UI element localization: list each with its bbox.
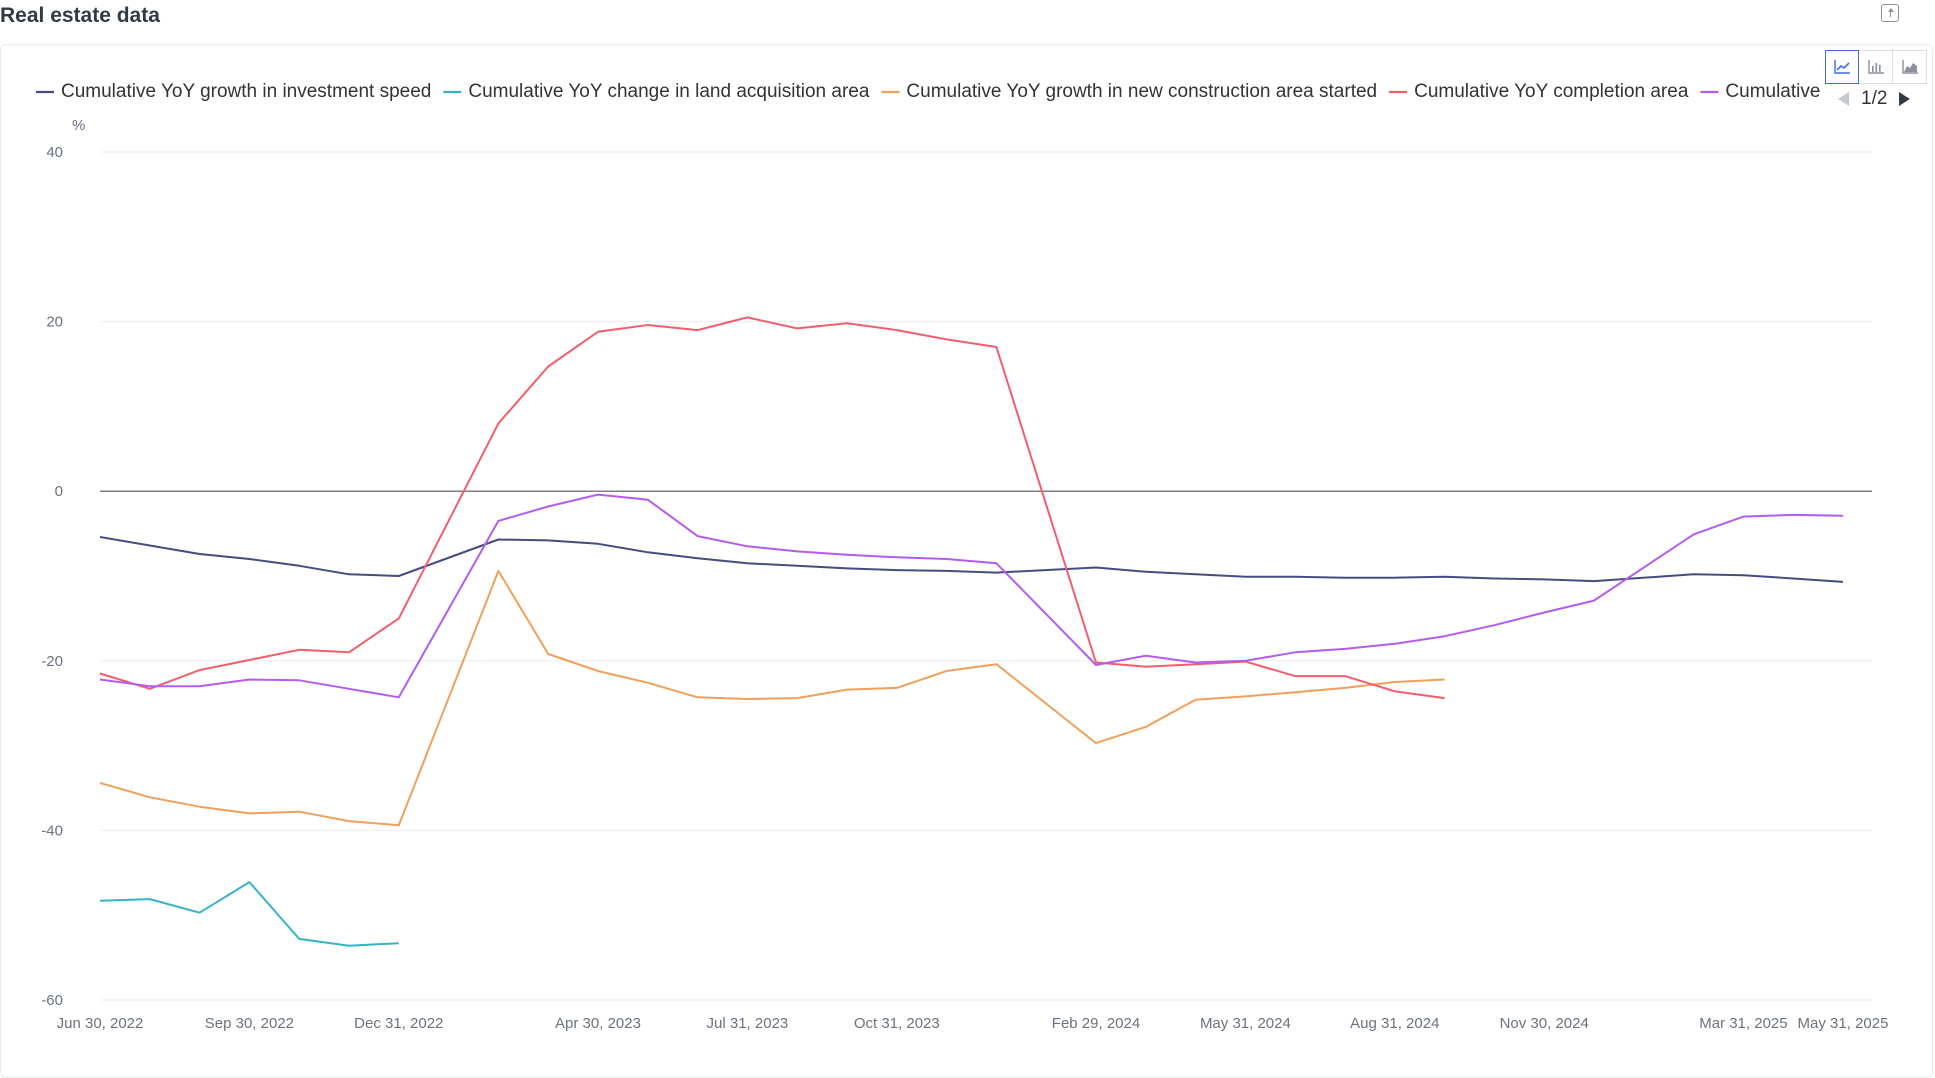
bar-chart-icon [1867,60,1884,74]
legend-pager: 1/2 [1838,88,1910,109]
chart-type-switch [1825,50,1927,84]
x-tick-label: Mar 31, 2025 [1699,1015,1787,1032]
y-tick-label: 0 [55,483,63,500]
x-tick-label: Jul 31, 2023 [707,1015,789,1032]
legend-items: Cumulative YoY growth in investment spee… [36,81,1836,102]
legend-label: Cumulative YoY change in land acquisitio… [468,81,869,102]
legend-item-land[interactable]: Cumulative YoY change in land acquisitio… [443,81,870,102]
legend-item-construction[interactable]: Cumulative YoY growth in new constructio… [881,81,1377,102]
line-chart-icon [1834,60,1850,74]
page-title: Real estate data [0,4,160,27]
legend-item-investment[interactable]: Cumulative YoY growth in investment spee… [36,81,431,102]
y-axis: % -60 -40 -20 0 20 40 [41,117,85,1009]
x-tick-label: May 31, 2025 [1798,1015,1889,1032]
x-axis: Jun 30, 2022 Sep 30, 2022 Dec 31, 2022 Apr … [57,1015,1889,1032]
legend-label: Cumulative YoY growth in investment spee… [61,81,431,102]
y-tick-label: 20 [46,314,63,331]
series-line-sales [99,493,1844,699]
series-line-investment [99,536,1844,583]
legend-next-icon[interactable] [1899,92,1910,106]
legend-label: Cumulative g [1725,81,1836,102]
bar-chart-button[interactable] [1859,50,1893,84]
series-lines [99,316,1844,947]
y-tick-label: 40 [46,144,63,161]
x-tick-label: Jun 30, 2022 [57,1015,144,1032]
legend-prev-icon[interactable] [1838,92,1849,106]
series-line-construction [99,569,1445,827]
x-tick-label: Feb 29, 2024 [1052,1015,1140,1032]
legend-label: Cumulative YoY completion area [1414,81,1689,102]
x-tick-label: May 31, 2024 [1200,1015,1291,1032]
x-tick-label: Oct 31, 2023 [854,1015,940,1032]
y-tick-label: -20 [41,653,63,670]
y-tick-label: -60 [41,992,63,1009]
legend-page-indicator: 1/2 [1861,88,1887,109]
legend-item-sales[interactable]: Cumulative g [1700,81,1836,102]
line-chart-button[interactable] [1825,50,1859,84]
area-chart-icon [1901,60,1918,74]
y-tick-label: -40 [41,822,63,839]
x-tick-label: Dec 31, 2022 [354,1015,443,1032]
x-tick-label: Sep 30, 2022 [205,1015,294,1032]
grid [100,151,1872,1001]
x-tick-label: Apr 30, 2023 [555,1015,641,1032]
x-tick-label: Aug 31, 2024 [1350,1015,1439,1032]
legend: Cumulative YoY growth in investment spee… [36,81,1836,102]
y-axis-unit-label: % [72,117,85,134]
series-line-completion [99,316,1445,700]
export-icon[interactable] [1881,4,1899,22]
series-line-land [99,881,399,947]
area-chart-button[interactable] [1893,50,1927,84]
x-tick-label: Nov 30, 2024 [1500,1015,1589,1032]
legend-item-completion[interactable]: Cumulative YoY completion area [1389,81,1689,102]
legend-label: Cumulative YoY growth in new constructio… [906,81,1377,102]
